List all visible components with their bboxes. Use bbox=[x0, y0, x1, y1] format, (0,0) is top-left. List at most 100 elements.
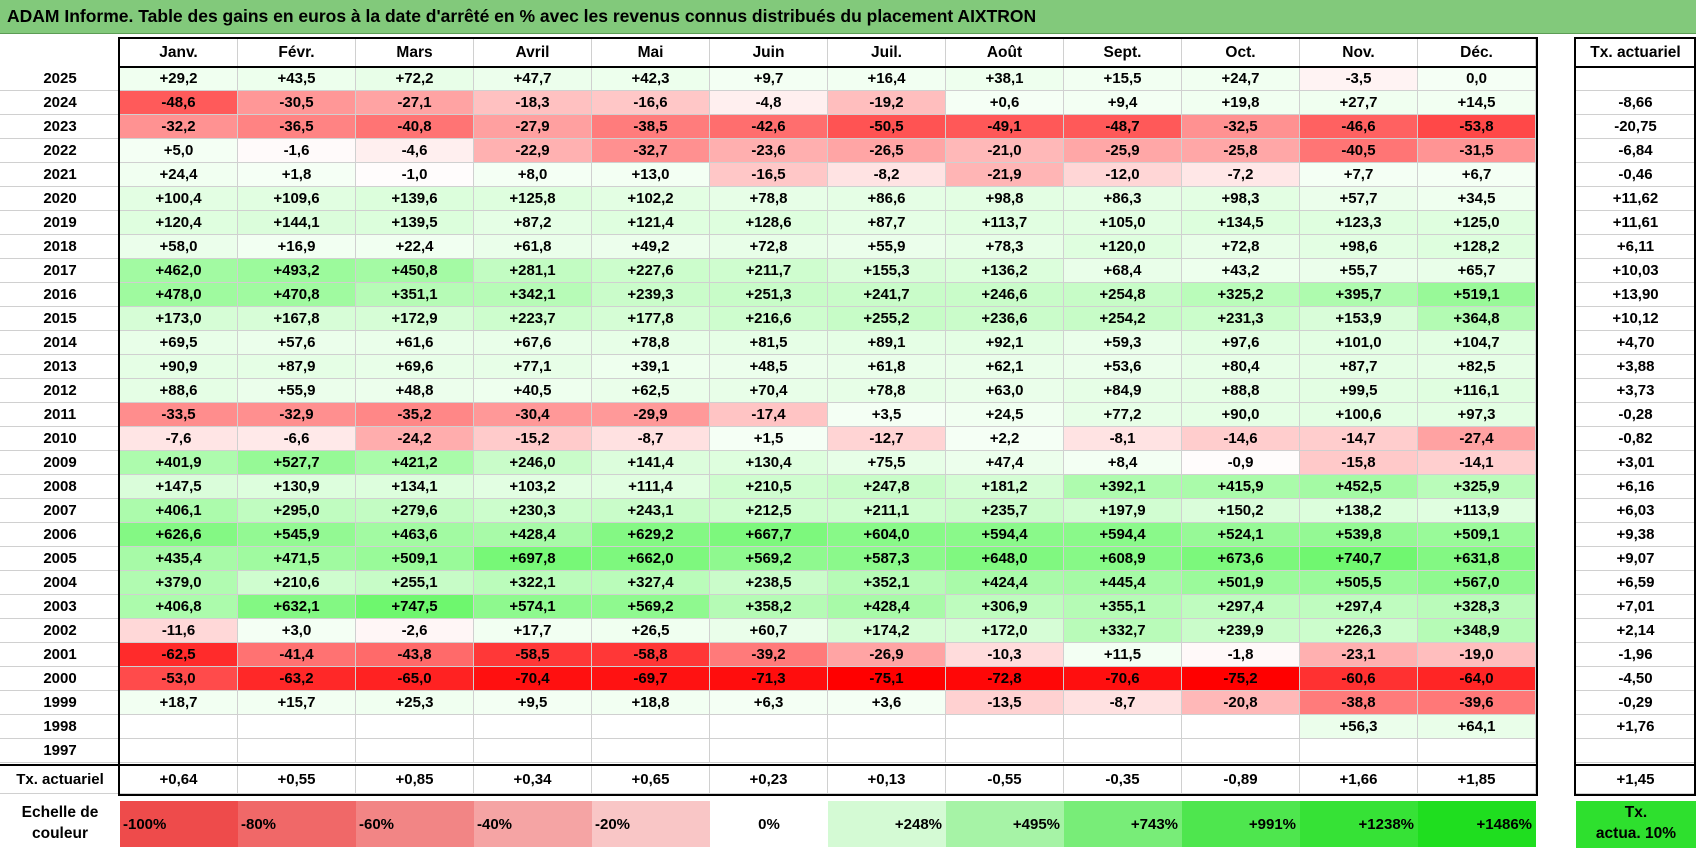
table-cell: -0,9 bbox=[1182, 451, 1300, 475]
year-label: 2019 bbox=[0, 211, 120, 235]
table-cell: +251,3 bbox=[710, 283, 828, 307]
table-cell: +629,2 bbox=[592, 523, 710, 547]
table-cell: -12,0 bbox=[1064, 163, 1182, 187]
footer-cell: +0,13 bbox=[828, 766, 946, 794]
rate-cell: +6,59 bbox=[1576, 571, 1696, 595]
table-cell: +230,3 bbox=[474, 499, 592, 523]
year-label: 2001 bbox=[0, 643, 120, 667]
rate-cell: -0,46 bbox=[1576, 163, 1696, 187]
rate-cell: -0,28 bbox=[1576, 403, 1696, 427]
rate-scale-line1: Tx. bbox=[1624, 804, 1648, 821]
table-cell: +210,6 bbox=[238, 571, 356, 595]
footer-cell: -0,55 bbox=[946, 766, 1064, 794]
table-cell: +77,1 bbox=[474, 355, 592, 379]
scale-step: -80% bbox=[238, 801, 356, 847]
table-cell: -46,6 bbox=[1300, 115, 1418, 139]
table-cell: -39,6 bbox=[1418, 691, 1536, 715]
table-cell bbox=[710, 739, 828, 763]
table-cell: +470,8 bbox=[238, 283, 356, 307]
table-cell: +604,0 bbox=[828, 523, 946, 547]
year-label: 2018 bbox=[0, 235, 120, 259]
table-cell: -43,8 bbox=[356, 643, 474, 667]
table-cell: +24,4 bbox=[120, 163, 238, 187]
table-cell: +40,5 bbox=[474, 379, 592, 403]
table-cell: -16,6 bbox=[592, 91, 710, 115]
table-cell bbox=[474, 715, 592, 739]
table-cell: +235,7 bbox=[946, 499, 1064, 523]
table-cell: +87,2 bbox=[474, 211, 592, 235]
table-cell: +13,0 bbox=[592, 163, 710, 187]
table-cell bbox=[1418, 739, 1536, 763]
table-cell: +295,0 bbox=[238, 499, 356, 523]
table-cell bbox=[592, 715, 710, 739]
table-cell bbox=[1182, 715, 1300, 739]
rate-cell: +7,01 bbox=[1576, 595, 1696, 619]
table-cell: +116,1 bbox=[1418, 379, 1536, 403]
rate-cell: +9,07 bbox=[1576, 547, 1696, 571]
table-cell: +29,2 bbox=[120, 67, 238, 91]
table-cell: -50,5 bbox=[828, 115, 946, 139]
table-cell: +97,6 bbox=[1182, 331, 1300, 355]
table-cell: +130,9 bbox=[238, 475, 356, 499]
table-cell: -70,6 bbox=[1064, 667, 1182, 691]
table-cell: +172,0 bbox=[946, 619, 1064, 643]
month-header: Mai bbox=[592, 39, 710, 67]
table-cell: +104,7 bbox=[1418, 331, 1536, 355]
table-cell: +332,7 bbox=[1064, 619, 1182, 643]
table-cell: +452,5 bbox=[1300, 475, 1418, 499]
table-cell: -42,6 bbox=[710, 115, 828, 139]
table-cell: -48,7 bbox=[1064, 115, 1182, 139]
footer-divider-rate bbox=[1574, 764, 1696, 766]
table-cell: -32,2 bbox=[120, 115, 238, 139]
table-cell: -63,2 bbox=[238, 667, 356, 691]
table-cell bbox=[1182, 739, 1300, 763]
table-cell: +279,6 bbox=[356, 499, 474, 523]
rate-cell: +11,61 bbox=[1576, 211, 1696, 235]
table-cell: +57,6 bbox=[238, 331, 356, 355]
month-header: Avril bbox=[474, 39, 592, 67]
table-cell: -30,4 bbox=[474, 403, 592, 427]
table-cell: +5,0 bbox=[120, 139, 238, 163]
table-cell: +697,8 bbox=[474, 547, 592, 571]
table-cell: +55,9 bbox=[828, 235, 946, 259]
table-cell: -27,1 bbox=[356, 91, 474, 115]
table-cell: +8,4 bbox=[1064, 451, 1182, 475]
rate-cell: +6,03 bbox=[1576, 499, 1696, 523]
table-cell: +42,3 bbox=[592, 67, 710, 91]
table-cell: -53,0 bbox=[120, 667, 238, 691]
footer-cell: +0,64 bbox=[120, 766, 238, 794]
table-cell: +539,8 bbox=[1300, 523, 1418, 547]
table-cell: +155,3 bbox=[828, 259, 946, 283]
table-cell: +61,8 bbox=[828, 355, 946, 379]
year-label: 2014 bbox=[0, 331, 120, 355]
table-cell: +2,2 bbox=[946, 427, 1064, 451]
table-cell: -25,8 bbox=[1182, 139, 1300, 163]
rate-cell: +10,12 bbox=[1576, 307, 1696, 331]
table-cell: +88,6 bbox=[120, 379, 238, 403]
table-cell: +125,0 bbox=[1418, 211, 1536, 235]
table-cell: +39,1 bbox=[592, 355, 710, 379]
table-cell: +364,8 bbox=[1418, 307, 1536, 331]
table-cell: +241,7 bbox=[828, 283, 946, 307]
table-cell: +392,1 bbox=[1064, 475, 1182, 499]
table-cell: -33,5 bbox=[120, 403, 238, 427]
year-label: 2011 bbox=[0, 403, 120, 427]
table-cell: +167,8 bbox=[238, 307, 356, 331]
table-cell: +648,0 bbox=[946, 547, 1064, 571]
table-cell: +238,5 bbox=[710, 571, 828, 595]
table-cell: +379,0 bbox=[120, 571, 238, 595]
table-cell: -1,8 bbox=[1182, 643, 1300, 667]
footer-cell: +0,23 bbox=[710, 766, 828, 794]
table-cell: -23,1 bbox=[1300, 643, 1418, 667]
scale-step: +991% bbox=[1182, 801, 1300, 847]
table-cell: +150,2 bbox=[1182, 499, 1300, 523]
year-label: 2016 bbox=[0, 283, 120, 307]
table-cell: -18,3 bbox=[474, 91, 592, 115]
header-divider-rate bbox=[1574, 66, 1696, 68]
table-cell: +415,9 bbox=[1182, 475, 1300, 499]
table-cell: +98,6 bbox=[1300, 235, 1418, 259]
table-cell: +27,7 bbox=[1300, 91, 1418, 115]
table-cell: +428,4 bbox=[828, 595, 946, 619]
scale-step: 0% bbox=[710, 801, 828, 847]
table-cell: -8,7 bbox=[592, 427, 710, 451]
